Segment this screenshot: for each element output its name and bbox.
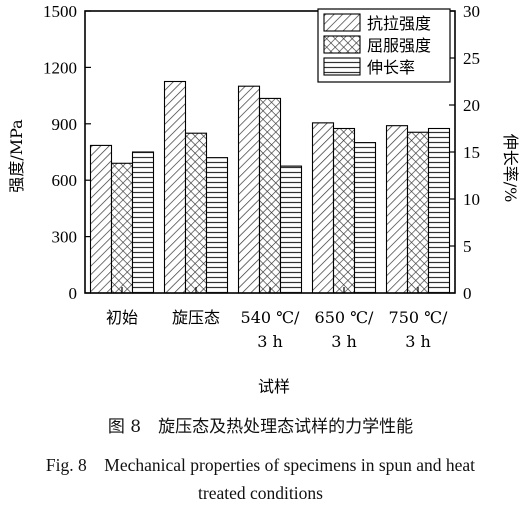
bar-2-2 bbox=[184, 132, 208, 294]
y-right-tick-label: 5 bbox=[463, 237, 472, 256]
bar-2-1 bbox=[110, 162, 134, 294]
y-left-tick-label: 600 bbox=[52, 171, 78, 190]
bar-1-2 bbox=[163, 80, 187, 294]
bar-3-1 bbox=[131, 151, 155, 294]
x-tick-label: 旋压态 bbox=[172, 308, 220, 327]
y-right-tick-label: 0 bbox=[463, 284, 472, 303]
y-left-tick-label: 900 bbox=[52, 115, 78, 134]
figure-caption-english-line2: treated conditions bbox=[198, 483, 323, 503]
y-right-tick-label: 30 bbox=[463, 2, 480, 21]
x-tick-label: 650 ℃/3 h bbox=[315, 308, 375, 351]
bar-3-3 bbox=[279, 165, 303, 294]
bar-chart: 0 300 600 900 1200 1500 0 5 10 15 20 25 30 初始 旋压态 540 ℃… bbox=[7, 2, 520, 396]
bar-1-5 bbox=[385, 125, 409, 294]
ticks-layer: 0 300 600 900 1200 1500 0 5 10 15 20 25 30 初始 旋压态 540 ℃… bbox=[43, 2, 480, 351]
legend-label-3: 伸长率 bbox=[367, 58, 415, 77]
legend-swatch-2 bbox=[323, 35, 361, 54]
legend-swatch-3 bbox=[323, 57, 361, 76]
y-right-tick-label: 10 bbox=[463, 190, 480, 209]
bar-3-5 bbox=[427, 127, 451, 294]
bar-1-3 bbox=[237, 85, 261, 294]
y-right-tick-label: 25 bbox=[463, 49, 480, 68]
y-left-tick-label: 0 bbox=[69, 284, 78, 303]
y-left-tick-label: 1500 bbox=[43, 2, 77, 21]
legend-label-2: 屈服强度 bbox=[367, 36, 431, 55]
y-right-tick-label: 15 bbox=[463, 143, 480, 162]
y-axis-label-left: 强度/MPa bbox=[7, 119, 26, 193]
x-tick-label: 初始 bbox=[106, 308, 138, 327]
y-left-tick-label: 300 bbox=[52, 228, 78, 247]
legend-label-1: 抗拉强度 bbox=[367, 14, 431, 33]
bars-layer bbox=[89, 80, 451, 294]
bar-1-1 bbox=[89, 144, 113, 294]
bar-2-5 bbox=[406, 131, 430, 294]
bar-2-3 bbox=[258, 97, 282, 294]
figure-caption-english-line1: Fig. 8 Mechanical properties of specimen… bbox=[45, 455, 476, 475]
bar-3-4 bbox=[353, 142, 377, 294]
x-axis-label: 试样 bbox=[258, 377, 290, 396]
legend-swatch-1 bbox=[323, 13, 361, 32]
y-right-tick-label: 20 bbox=[463, 96, 480, 115]
bar-1-4 bbox=[311, 122, 335, 294]
y-left-tick-label: 1200 bbox=[43, 58, 77, 77]
figure-caption-chinese: 图 8 旋压态及热处理态试样的力学性能 bbox=[107, 417, 414, 437]
x-tick-label: 540 ℃/3 h bbox=[241, 308, 301, 351]
bar-2-4 bbox=[332, 127, 356, 294]
y-axis-label-right: 伸长率/% bbox=[501, 134, 520, 203]
bar-3-2 bbox=[205, 157, 229, 294]
x-tick-label: 750 ℃/3 h bbox=[389, 308, 449, 351]
